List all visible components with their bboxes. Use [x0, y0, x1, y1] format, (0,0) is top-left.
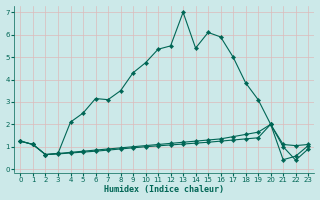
X-axis label: Humidex (Indice chaleur): Humidex (Indice chaleur): [104, 185, 224, 194]
